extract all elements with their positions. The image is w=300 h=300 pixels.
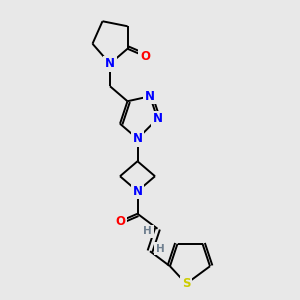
Text: H: H (143, 226, 152, 236)
Text: N: N (133, 132, 142, 145)
Text: N: N (152, 112, 163, 125)
Text: S: S (182, 277, 190, 290)
Text: H: H (156, 244, 164, 254)
Text: N: N (145, 90, 155, 103)
Text: O: O (115, 215, 125, 228)
Text: N: N (105, 57, 115, 70)
Text: O: O (140, 50, 150, 63)
Text: N: N (133, 185, 142, 198)
